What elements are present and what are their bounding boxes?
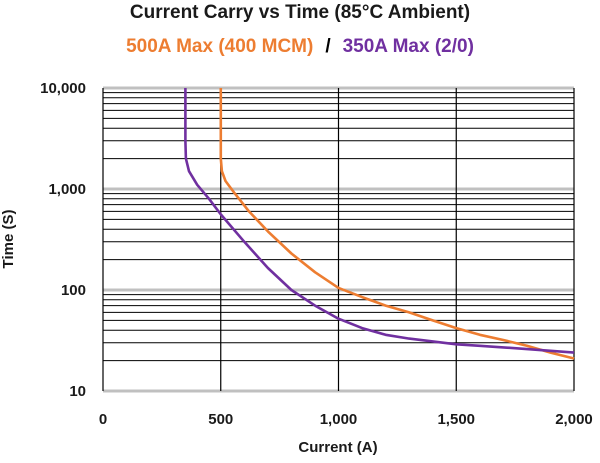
y-tick-label: 10,000 [40,80,86,97]
y-axis-title: Time (S) [0,210,17,269]
series-layer [184,88,575,360]
chart-title: Current Carry vs Time (85°C Ambient) [129,2,471,23]
legend-entry-350a: 350A Max (2/0) [342,36,474,57]
x-axis-title: Current (A) [298,439,377,456]
x-tick-label: 0 [99,411,107,428]
legend-entry-500a: 500A Max (400 MCM) [126,36,314,57]
legend: 500A Max (400 MCM) / 350A Max (2/0) [0,36,600,58]
series-line-0 [219,88,575,360]
legend-separator: / [325,36,331,57]
x-tick-label: 500 [208,411,233,428]
x-tick-label: 2,000 [555,411,593,428]
series-line-1 [184,88,575,354]
tick-labels: 0 500 1,000 1,500 2,000 10 100 1,000 10,000 [40,80,593,428]
grid [102,86,575,393]
x-tick-label: 1,000 [320,411,358,428]
y-tick-label: 100 [61,282,86,299]
x-tick-label: 1,500 [437,411,475,428]
y-tick-label: 1,000 [48,181,86,198]
y-tick-label: 10 [69,383,86,400]
